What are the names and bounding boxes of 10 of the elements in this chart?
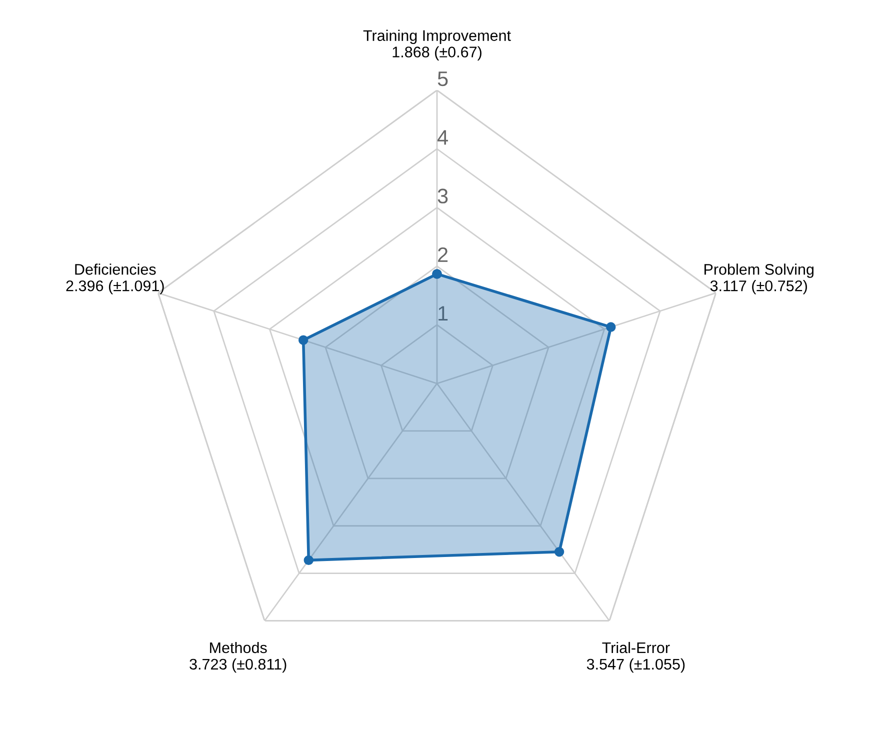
spoke-label: Methods 3.723 (±0.811): [190, 642, 286, 673]
spoke-label: Training Improvement 1.868 (±0.67): [363, 30, 511, 60]
y-tick-label: 4: [437, 130, 448, 145]
spoke-label: Problem Solving 3.117 (±0.752): [704, 264, 814, 294]
y-tick-label: 5: [438, 72, 448, 86]
y-tick-label: 2: [438, 247, 448, 262]
spoke-label: Deficiencies 2.396 (±1.091): [66, 264, 164, 294]
y-tick-label: 3: [438, 188, 448, 204]
spoke-label: Trial-Error 3.547 (±1.055): [586, 642, 685, 673]
y-tick-label: 1: [438, 306, 448, 321]
